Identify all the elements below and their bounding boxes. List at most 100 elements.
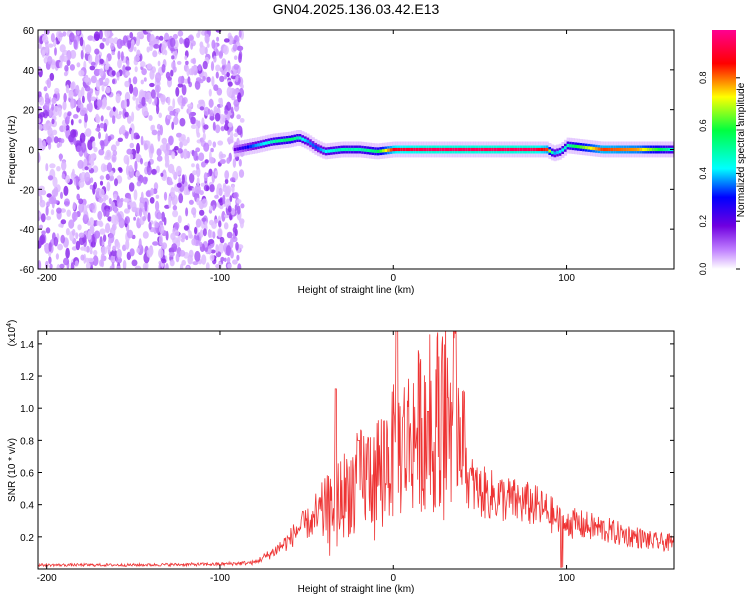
spectrogram-noise-cell (217, 243, 224, 255)
spectrogram-noise-cell (130, 129, 134, 141)
spectrogram-core-cell (665, 147, 668, 152)
spectrogram-core-cell (662, 147, 666, 152)
spectrogram-noise-cell (209, 156, 215, 164)
spectrogram-noise-cell (68, 134, 75, 143)
colorbar-gradient (712, 30, 736, 269)
spectrogram-noise-cell (72, 201, 76, 211)
spectrogram-core-cell (275, 139, 278, 143)
spectrogram-noise-cell (44, 92, 50, 102)
spectrogram-noise-cell (237, 263, 242, 269)
spectrogram-noise-cell (238, 159, 242, 167)
spectrogram-noise-cell (90, 96, 97, 102)
spectrogram-noise-cell (43, 86, 48, 92)
spectrogram-noise-cell (69, 32, 75, 43)
spectrogram-noise-cell (199, 209, 205, 216)
spectrogram-noise-cell (65, 84, 70, 94)
spectrogram-noise-cell (106, 181, 111, 192)
spectrogram-core-cell (415, 147, 419, 152)
spectrogram-noise-cell (210, 61, 215, 72)
spectrogram-noise-cell (138, 238, 142, 250)
spectrogram-noise-cell (158, 248, 164, 259)
spectrogram-noise-cell (84, 77, 90, 83)
spectrogram-noise-cell (143, 111, 149, 116)
spectrogram-noise-cell (94, 48, 100, 55)
snr-y-label: SNR (10 * v/v) (7, 438, 18, 502)
spectrogram-noise-cell (89, 184, 93, 190)
spectrogram-noise-cell (115, 113, 122, 120)
spectrogram-noise-cell (129, 142, 135, 149)
spectrogram-core-cell (301, 137, 304, 141)
spectrogram-noise-cell (116, 38, 123, 49)
spectrogram-core-cell (618, 147, 622, 152)
spectrogram-core-cell (514, 147, 518, 152)
spectrogram-noise-cell (179, 250, 186, 257)
spectrogram-noise-cell (55, 253, 60, 260)
spectrogram-noise-cell (101, 84, 105, 92)
spectrogram-noise-cell (66, 209, 71, 217)
spectrogram-core-cell (517, 147, 520, 152)
spectrogram-noise-cell (176, 165, 182, 176)
spectrogram-noise-cell (99, 180, 104, 186)
spectrogram-core-cell (327, 149, 330, 153)
spectrogram-core-cell (543, 147, 546, 152)
spectrogram-core-cell (530, 147, 533, 152)
spectrogram-noise-cell (192, 170, 197, 176)
spectrogram-noise-cell (229, 238, 234, 249)
spectrogram-core-cell (439, 147, 442, 152)
spectrogram-noise-cell (65, 228, 70, 236)
spectrogram-noise-cell (226, 101, 232, 112)
spectrogram-noise-cell (102, 96, 107, 107)
spectrogram-core-cell (636, 147, 640, 152)
spectrogram-noise-cell (179, 141, 184, 149)
spectrogram-noise-cell (211, 39, 216, 49)
spectrogram-core-cell (465, 147, 468, 152)
spectrogram-noise-cell (93, 249, 98, 256)
spectrogram-noise-cell (53, 236, 59, 247)
colorbar: 0.0 0.2 0.4 0.6 0.8 Normalized spectral ampl… (698, 30, 747, 275)
spectrogram-noise-cell (136, 31, 143, 38)
spectrogram-noise-cell (46, 78, 52, 89)
spectrogram-noise-cell (89, 65, 96, 71)
spectrogram-noise-cell (38, 260, 42, 269)
spectrogram-noise-cell (163, 191, 168, 201)
spectrogram-noise-cell (63, 185, 69, 196)
spectrogram-noise-cell (195, 147, 201, 153)
spectrogram-noise-cell (146, 46, 150, 53)
spectrogram-noise-cell (239, 220, 244, 229)
spectrogram-noise-cell (115, 140, 120, 147)
spectrogram-noise-cell (102, 196, 107, 202)
spectrogram-noise-cell (51, 97, 57, 104)
spectrogram-noise-cell (205, 262, 210, 269)
spectrogram-core-cell (392, 148, 395, 152)
spectrogram-core-cell (241, 146, 245, 150)
spectrogram-noise-cell (99, 58, 104, 65)
spectrogram-noise-cell (82, 214, 88, 224)
spectrogram-noise-cell (201, 217, 207, 222)
spectrogram-core-cell (418, 147, 421, 152)
spectrogram-noise-cell (170, 232, 176, 241)
spectrogram-noise-cell (191, 163, 195, 168)
spectrogram-noise-cell (116, 248, 122, 259)
spectrogram-noise-cell (96, 220, 100, 226)
spectrogram-core-cell (254, 143, 258, 148)
spectrogram-noise-cell (87, 139, 93, 151)
spectrogram-noise-cell (202, 132, 206, 141)
spectrogram-noise-cell (179, 117, 186, 127)
spectrogram-noise-cell (156, 86, 160, 97)
spectrogram-core-cell (478, 147, 481, 152)
spectrogram-core-cell (314, 145, 317, 149)
spectrogram-noise-cell (156, 104, 160, 115)
spectrogram-core-cell (621, 147, 624, 152)
snr-y-tick-label: 0.6 (20, 469, 34, 480)
spectrogram-core-cell (408, 147, 411, 152)
spectrogram-noise-cell (105, 133, 109, 144)
spectrogram-noise-cell (165, 142, 170, 152)
spectrogram-y-tick-label: 20 (23, 106, 35, 117)
spectrogram-noise-cell (63, 71, 68, 77)
spectrogram-noise-cell (179, 263, 184, 269)
spectrogram-core-cell (366, 148, 369, 152)
spectrogram-noise-cell (151, 129, 158, 136)
spectrogram-core-cell (449, 147, 453, 152)
spectrogram-noise-cell (56, 207, 62, 214)
spectrogram-noise-cell (103, 122, 108, 132)
